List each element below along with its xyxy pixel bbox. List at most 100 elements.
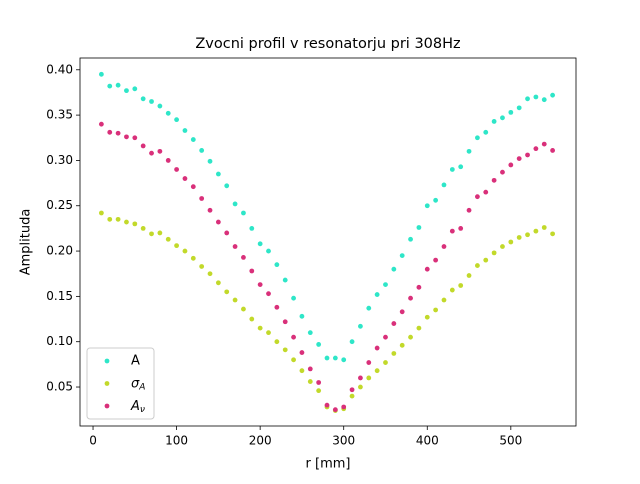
legend-marker: [104, 381, 110, 386]
data-point: [525, 152, 530, 158]
data-point: [224, 183, 230, 189]
data-point: [433, 197, 439, 203]
data-point: [433, 307, 439, 313]
data-point: [98, 71, 104, 77]
data-point: [374, 368, 380, 374]
data-point: [383, 334, 388, 340]
data-point: [441, 244, 447, 249]
data-point: [232, 297, 238, 303]
y-tick-label: 0.10: [46, 334, 73, 348]
data-point: [291, 334, 296, 340]
y-tick-label: 0.25: [46, 198, 73, 212]
data-point: [466, 148, 472, 154]
data-point: [307, 330, 313, 336]
y-tick-label: 0.20: [46, 244, 73, 258]
x-tick-label: 500: [499, 434, 522, 448]
data-point: [508, 239, 514, 245]
data-point: [132, 86, 138, 92]
data-point: [449, 287, 455, 293]
data-point: [550, 231, 556, 237]
data-point: [299, 368, 305, 374]
data-point: [115, 82, 121, 88]
data-point: [98, 210, 104, 216]
data-point: [266, 248, 271, 254]
data-point: [274, 262, 280, 268]
data-point: [115, 216, 121, 222]
legend-label: A: [131, 354, 140, 369]
data-point: [124, 88, 129, 94]
data-point: [358, 323, 363, 329]
data-point: [316, 380, 322, 385]
data-point: [124, 219, 129, 225]
data-point: [332, 407, 338, 413]
data-point: [182, 128, 188, 133]
data-point: [266, 291, 271, 297]
data-point: [291, 357, 296, 363]
data-point: [366, 305, 372, 311]
data-point: [174, 167, 179, 172]
data-point: [232, 201, 238, 207]
data-point: [132, 135, 138, 141]
data-point: [516, 105, 522, 111]
data-point: [157, 230, 163, 236]
data-point: [316, 342, 322, 347]
data-point: [299, 313, 305, 319]
data-point: [190, 137, 196, 142]
data-point: [475, 135, 480, 141]
data-point: [224, 289, 230, 295]
data-point: [149, 150, 154, 156]
data-point: [349, 393, 355, 399]
y-tick-label: 0.05: [46, 380, 73, 394]
legend-label: σA: [131, 376, 145, 392]
data-point: [541, 97, 547, 103]
data-point: [132, 221, 138, 227]
data-point: [508, 162, 514, 168]
data-point: [399, 253, 405, 258]
data-point: [408, 236, 413, 242]
data-point: [291, 295, 296, 301]
data-point: [349, 339, 355, 345]
data-point: [307, 379, 313, 384]
data-point: [424, 203, 430, 209]
x-tick-label: 200: [249, 434, 272, 448]
data-point: [165, 110, 171, 116]
data-point: [174, 117, 179, 123]
data-point: [374, 345, 380, 351]
data-point: [366, 360, 372, 365]
data-point: [165, 158, 171, 163]
data-point: [232, 244, 238, 249]
legend-box: [86, 347, 155, 420]
data-point: [190, 255, 196, 261]
data-point: [257, 241, 263, 247]
data-point: [391, 321, 397, 326]
data-point: [483, 129, 489, 135]
y-axis-label: Amplituda: [19, 209, 34, 276]
data-point: [533, 94, 539, 100]
data-point: [249, 268, 255, 274]
data-point: [374, 292, 380, 297]
data-point: [257, 325, 263, 331]
data-point: [266, 330, 271, 336]
data-point: [174, 243, 179, 249]
data-point: [107, 216, 113, 222]
data-point: [307, 366, 313, 372]
data-point: [182, 248, 188, 254]
x-axis-label: r [mm]: [306, 457, 351, 472]
data-point: [199, 196, 205, 201]
data-point: [140, 143, 146, 149]
data-point: [140, 96, 146, 102]
data-point: [458, 226, 464, 231]
chart-title: Zvocni profil v resonatorju pri 308Hz: [195, 36, 460, 52]
x-tick-label: 0: [89, 434, 97, 448]
data-point: [341, 357, 347, 363]
data-point: [550, 92, 556, 98]
data-point: [541, 225, 547, 230]
y-tick-label: 0.30: [46, 153, 73, 167]
data-point: [366, 375, 372, 381]
data-point: [449, 228, 455, 234]
data-point: [324, 402, 330, 408]
data-point: [475, 194, 480, 200]
data-point: [199, 264, 205, 269]
data-point: [399, 342, 405, 348]
data-point: [157, 103, 163, 109]
